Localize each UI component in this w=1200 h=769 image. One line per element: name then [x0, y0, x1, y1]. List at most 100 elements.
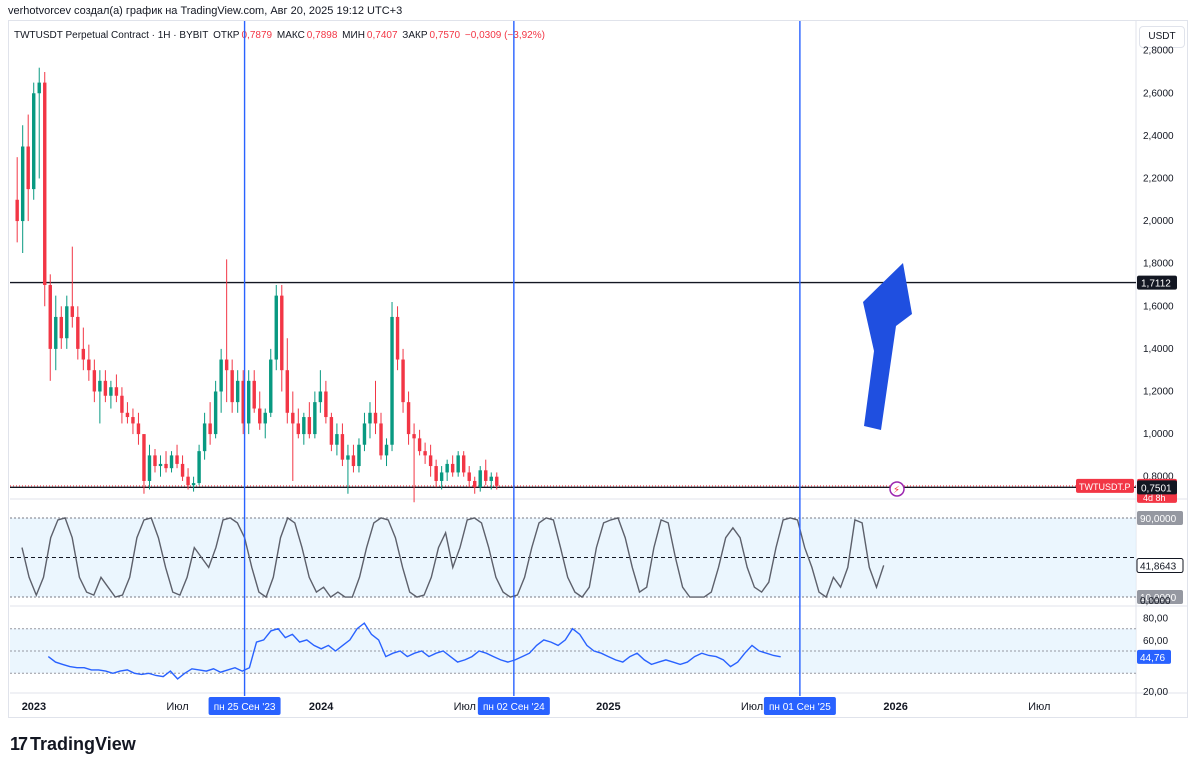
candle-body: [434, 466, 438, 481]
symbol-title[interactable]: TWTUSDT Perpetual Contract · 1H · BYBIT: [14, 30, 209, 41]
candle-body: [258, 408, 262, 424]
candle-body: [324, 391, 328, 418]
oscillator-axis-badge: [1137, 590, 1183, 605]
chart-frame: [8, 20, 1188, 718]
candle-body: [390, 316, 394, 445]
price-tick-label: 2,6000: [1143, 88, 1174, 99]
candle-body: [484, 470, 488, 481]
price-level-badge: [1137, 480, 1177, 495]
price-tick-label: 1,8000: [1143, 259, 1174, 270]
candle-body: [48, 284, 52, 349]
candle-body: [252, 380, 256, 409]
time-axis-label: Июл: [741, 701, 763, 713]
candle-body: [406, 402, 411, 435]
candle-body: [395, 316, 400, 360]
time-axis-label: 2024: [309, 701, 334, 713]
candle-body: [318, 391, 323, 403]
symbol-badge: [1076, 478, 1134, 493]
candle-body: [81, 348, 86, 360]
candle-body: [357, 444, 361, 467]
candle-body: [202, 423, 207, 452]
candle-body: [37, 82, 41, 94]
candle-body: [76, 316, 80, 349]
low-label: МИН: [342, 30, 365, 41]
candle-body: [65, 306, 69, 339]
candle-body: [103, 380, 108, 396]
candle-body: [235, 380, 240, 403]
candle-body: [15, 199, 19, 222]
candle-body: [191, 483, 196, 486]
open-label: ОТКР: [213, 30, 240, 41]
event-marker-icon: [889, 481, 905, 497]
open-value: 0,7879: [241, 30, 273, 41]
candle-body: [439, 472, 444, 481]
candle-body: [346, 455, 350, 460]
candle-body: [417, 438, 422, 452]
low-value: 0,7407: [366, 30, 398, 41]
symbol-badge-text: TWTUSDT.P: [1079, 482, 1131, 492]
tradingview-logo-icon: 17: [10, 734, 28, 754]
currency-unit-button[interactable]: USDT: [1139, 26, 1185, 48]
candle-body: [285, 370, 290, 413]
candle-body: [274, 295, 278, 360]
price-tick-label: 2,4000: [1143, 131, 1174, 142]
candle-body: [428, 455, 433, 467]
candle-body: [368, 412, 372, 424]
candle-body: [213, 391, 218, 435]
candle-body: [20, 146, 25, 222]
vertical-marker-date: пн 02 Сен '24: [483, 702, 545, 713]
candle-body: [362, 423, 367, 445]
candle-body: [445, 463, 449, 473]
change-value: −0,0309 (−3,92%): [464, 30, 545, 41]
candle-body: [373, 412, 378, 424]
candle-body: [164, 463, 168, 469]
candle-body: [147, 455, 152, 481]
candle-body: [379, 423, 383, 456]
candle-body: [291, 412, 295, 424]
candle-body: [351, 455, 356, 467]
candle-body: [186, 476, 190, 486]
high-value: 0,7898: [306, 30, 338, 41]
price-tick-label: 2,2000: [1143, 173, 1174, 184]
candle-body: [241, 380, 245, 424]
rsi-line: [47, 622, 781, 680]
oscillator-axis-label: 41,8643: [1140, 562, 1177, 573]
oscillator-axis-badge: [1136, 558, 1184, 574]
rsi-axis-label: 80,00: [1143, 614, 1168, 625]
rsi-current-badge: [1137, 649, 1171, 664]
candle-body: [70, 306, 75, 317]
candle-body: [269, 359, 273, 413]
candle-body: [219, 359, 223, 392]
candle-body: [307, 417, 312, 435]
price-tick-label: 1,2000: [1143, 386, 1174, 397]
time-axis-label: Июл: [166, 701, 188, 713]
candle-body: [208, 423, 212, 435]
bar-countdown-text: 4d 8h: [1143, 493, 1166, 503]
rsi-current-label: 44,76: [1140, 653, 1165, 664]
price-level-badge: [1137, 275, 1177, 290]
brand-footer[interactable]: 17 TradingView: [10, 734, 136, 755]
rsi-band: [10, 628, 1136, 674]
up-arrow-annotation: [863, 263, 912, 430]
candle-body: [169, 455, 174, 469]
candle-body: [495, 476, 499, 486]
candle-body: [175, 455, 179, 464]
vertical-marker-date-badge: [763, 697, 836, 715]
price-level-badge-text: 1,7112: [1141, 279, 1171, 290]
time-axis-label: Июл: [454, 701, 476, 713]
oscillator-line: [21, 516, 885, 599]
candle-body: [302, 417, 306, 435]
time-axis-label: Июл: [1028, 701, 1050, 713]
candle-body: [158, 463, 163, 467]
candle-body: [335, 434, 339, 445]
rsi-axis-label: 60,00: [1143, 636, 1168, 647]
price-level-badge-text: 0,7501: [1141, 483, 1172, 494]
candle-body: [246, 380, 251, 424]
candle-body: [456, 455, 460, 473]
candle-body: [230, 370, 234, 403]
oscillator-axis-label: 90,0000: [1140, 514, 1177, 525]
candle-body: [26, 146, 30, 190]
close-label: ЗАКР: [402, 30, 428, 41]
candle-body: [114, 387, 119, 396]
